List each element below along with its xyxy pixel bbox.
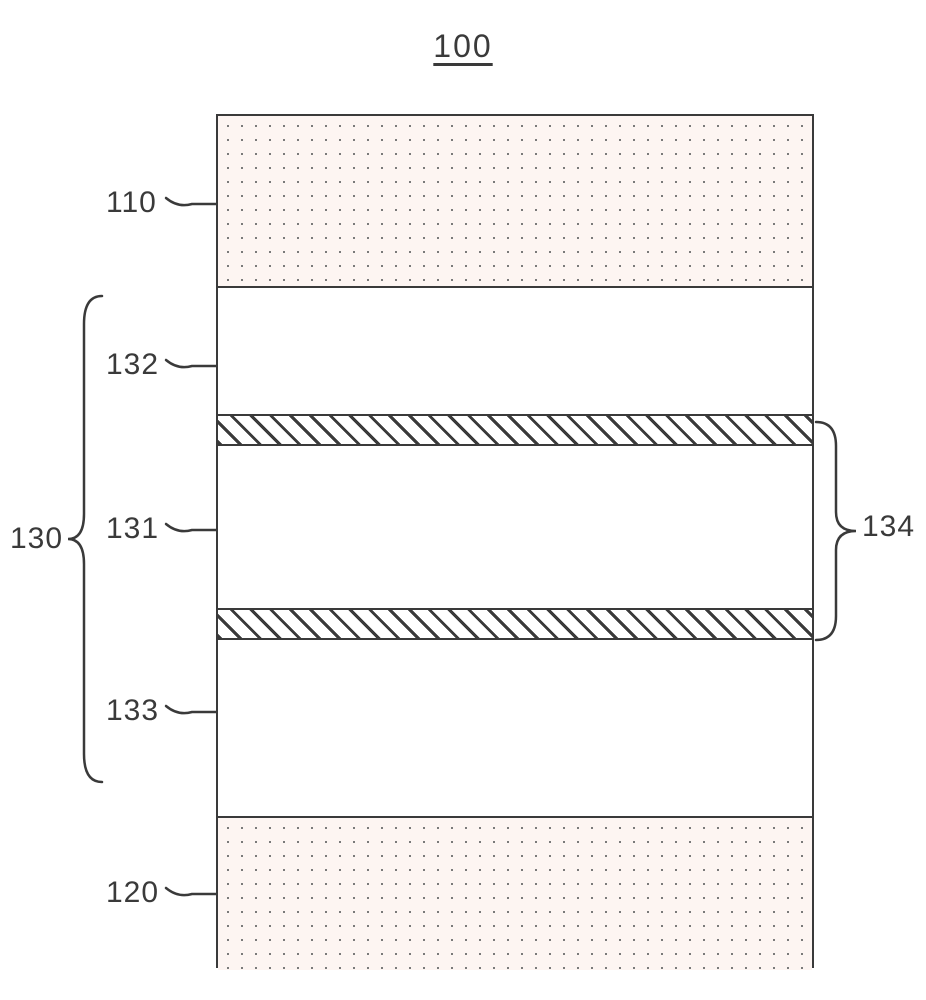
layer-110 (218, 116, 812, 288)
lead-132 (164, 354, 224, 378)
brace-134 (814, 420, 858, 642)
layer-134-lower (218, 608, 812, 640)
label-120: 120 (106, 876, 159, 910)
label-133: 133 (106, 694, 159, 728)
label-134: 134 (862, 510, 915, 544)
lead-131 (164, 518, 224, 542)
label-110: 110 (106, 186, 157, 220)
layer-134-upper (218, 414, 812, 446)
lead-110 (164, 192, 224, 216)
brace-130 (66, 294, 106, 784)
lead-133 (164, 700, 224, 724)
layer-stack (216, 114, 814, 968)
label-132: 132 (106, 348, 159, 382)
label-130: 130 (10, 522, 63, 556)
label-131: 131 (106, 512, 159, 546)
figure-title: 100 (433, 28, 492, 65)
lead-120 (164, 882, 224, 906)
layer-120 (218, 816, 812, 970)
